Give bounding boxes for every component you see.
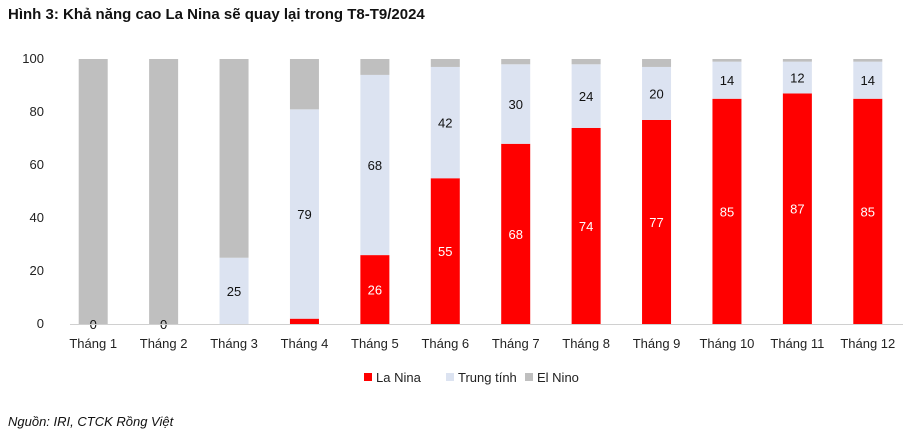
y-tick-label: 20: [30, 263, 44, 278]
bar-segment: [571, 64, 601, 128]
bar-segment: [430, 66, 460, 179]
data-label: 68: [368, 158, 382, 173]
bar-segment: [360, 74, 390, 256]
x-tick-label: Tháng 9: [633, 336, 681, 351]
data-label: 26: [368, 283, 382, 298]
bar-segment: [219, 59, 249, 258]
data-label: 20: [649, 86, 663, 101]
y-tick-label: 60: [30, 157, 44, 172]
legend-swatch: [364, 373, 372, 381]
data-label: 74: [579, 219, 593, 234]
data-label: 77: [649, 215, 663, 230]
bar-segment: [782, 61, 812, 94]
bar-segment: [219, 257, 249, 324]
bar-segment: [571, 59, 601, 65]
x-tick-label: Tháng 6: [421, 336, 469, 351]
bar-segment: [360, 255, 390, 324]
data-label: 85: [861, 204, 875, 219]
x-tick-label: Tháng 8: [562, 336, 610, 351]
data-label: 14: [861, 73, 875, 88]
x-tick-label: Tháng 11: [770, 336, 824, 351]
x-tick-label: Tháng 7: [492, 336, 540, 351]
data-label: 30: [508, 97, 522, 112]
y-tick-label: 0: [37, 316, 44, 331]
bar-segment: [712, 98, 742, 324]
bar-segment: [712, 59, 742, 62]
data-label: 79: [297, 207, 311, 222]
data-label: 14: [720, 73, 734, 88]
bar-segment: [642, 59, 672, 67]
bar-segment: [501, 59, 531, 65]
bar-segment: [571, 127, 601, 325]
legend-swatch: [525, 373, 533, 381]
legend: La Nina Trung tính El Nino: [364, 370, 579, 385]
bar-segment: [782, 59, 812, 62]
figure-title: Hình 3: Khả năng cao La Nina sẽ quay lại…: [8, 6, 425, 23]
data-label: 24: [579, 89, 593, 104]
bar-segment: [853, 61, 883, 99]
legend-label: El Nino: [537, 370, 579, 385]
bar-segment: [712, 61, 742, 99]
x-tick-label: Tháng 3: [210, 336, 258, 351]
y-tick-label: 80: [30, 104, 44, 119]
y-tick-label: 40: [30, 210, 44, 225]
bar-segment: [289, 109, 319, 319]
data-label: 25: [227, 284, 241, 299]
x-tick-label: Tháng 1: [69, 336, 117, 351]
data-label: 55: [438, 244, 452, 259]
data-label: 42: [438, 116, 452, 131]
y-tick-label: 100: [22, 51, 44, 66]
bar-segment: [430, 178, 460, 324]
bar-series: [78, 59, 883, 325]
bar-segment: [853, 98, 883, 324]
x-tick-label: Tháng 10: [699, 336, 754, 351]
bar-segment: [149, 59, 179, 324]
data-label: 68: [508, 227, 522, 242]
bar-segment: [360, 59, 390, 75]
data-label: 12: [790, 71, 804, 86]
x-tick-label: Tháng 12: [840, 336, 895, 351]
data-label: 85: [720, 204, 734, 219]
bar-segment: [782, 93, 812, 324]
bar-segment: [289, 59, 319, 110]
legend-swatch: [446, 373, 454, 381]
bar-segment: [430, 59, 460, 67]
legend-label: La Nina: [376, 370, 422, 385]
bar-segment: [642, 119, 672, 324]
bar-segment: [289, 318, 319, 324]
y-axis: 0 20 40 60 80 100: [22, 51, 44, 331]
bar-segment: [501, 64, 531, 144]
bar-segment: [853, 59, 883, 62]
source-note: Nguồn: IRI, CTCK Rồng Việt: [8, 414, 174, 429]
data-label: 87: [790, 202, 804, 217]
bar-segment: [642, 66, 672, 120]
x-tick-label: Tháng 4: [281, 336, 329, 351]
x-axis: Tháng 1 Tháng 2 Tháng 3 Tháng 4 Tháng 5 Tháng…: [69, 324, 903, 351]
legend-label: Trung tính: [458, 370, 517, 385]
x-tick-label: Tháng 5: [351, 336, 399, 351]
bar-segment: [501, 143, 531, 324]
bar-segment: [78, 59, 108, 324]
x-tick-label: Tháng 2: [140, 336, 188, 351]
